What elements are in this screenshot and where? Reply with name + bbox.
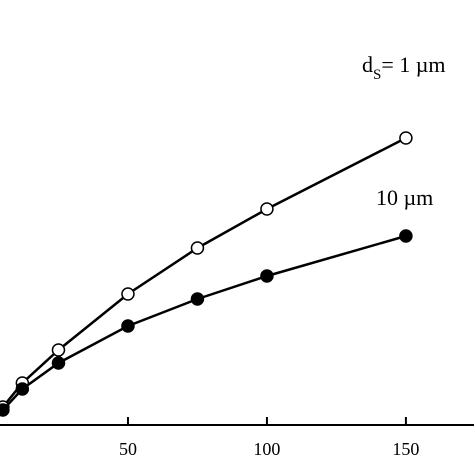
marker: [121, 319, 135, 333]
x-tick-label: 150: [392, 439, 419, 459]
annotation: 10 µm: [376, 185, 433, 210]
annotation-rest: = 1 µm: [381, 52, 445, 77]
series-line: [1, 234, 407, 411]
marker: [121, 287, 135, 301]
marker: [190, 241, 205, 255]
annotation: dS= 1 µm: [362, 52, 446, 83]
x-tick-label: 100: [253, 439, 280, 459]
marker: [0, 403, 10, 417]
marker: [399, 229, 413, 243]
marker: [51, 343, 66, 357]
marker: [399, 131, 413, 145]
marker: [260, 269, 274, 283]
marker: [190, 292, 205, 306]
annotation-text: d: [362, 52, 373, 77]
marker: [260, 202, 274, 216]
marker: [51, 356, 66, 370]
x-tick-label: 50: [119, 439, 137, 459]
annotation-sub: S: [373, 67, 381, 83]
marker: [15, 382, 30, 396]
